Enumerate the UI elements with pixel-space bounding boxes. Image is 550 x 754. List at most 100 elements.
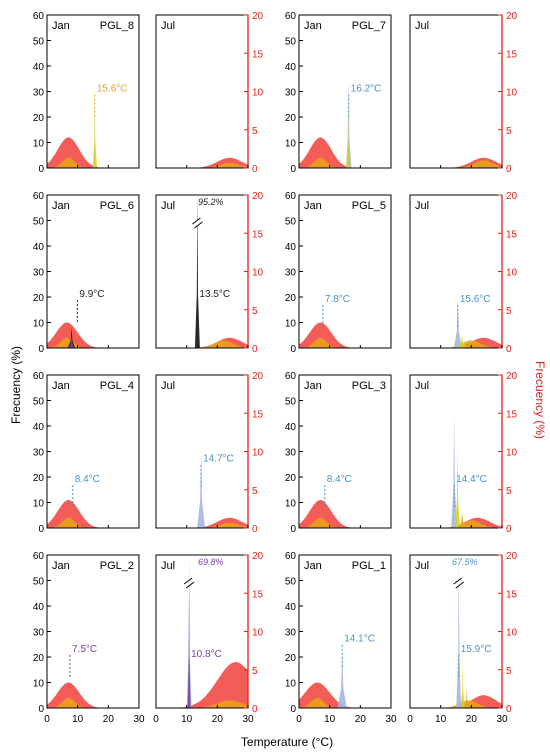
panel-pgl_7: 0 10 20 30 40 50 60 Jan PGL_7 16.2°C [285, 11, 392, 175]
y-tick-label: 40 [285, 242, 297, 253]
y-tick-label: 10 [285, 679, 297, 690]
y-tick-label: 20 [33, 473, 45, 484]
y2-tick-label: 20 [506, 191, 518, 202]
panel-frame [155, 14, 249, 169]
panel-frame [46, 374, 140, 529]
y-tick-label: 60 [285, 191, 297, 202]
y-tick-label: 50 [285, 217, 297, 228]
month-label: Jul [415, 20, 429, 32]
temperature-label: 10.8°C [191, 649, 222, 660]
y-tick-label: 20 [33, 113, 45, 124]
y-tick-label: 40 [33, 62, 45, 73]
break-value-label: 69.8% [198, 557, 224, 567]
temperature-label: 7.5°C [72, 644, 97, 655]
peak-2 [457, 512, 467, 528]
y2-tick-label: 5 [252, 306, 258, 317]
sat-temperature-area [410, 520, 502, 528]
y-tick-label: 30 [33, 88, 45, 99]
month-label: Jul [161, 200, 175, 212]
y-tick-label: 40 [285, 602, 297, 613]
panel-jul-13: 0 5 10 15 20 0 10 20 30 Jul 69.8% 10.8°C [153, 551, 263, 725]
x-tick-label: 0 [153, 714, 159, 725]
panel-frame [155, 194, 249, 349]
x-tick-label: 10 [72, 714, 84, 725]
temperature-label: 8.4°C [75, 474, 100, 485]
y2-tick-label: 0 [506, 164, 512, 175]
x-axis-title: Temperature (°C) [241, 735, 333, 749]
y-tick-label: 50 [33, 577, 45, 588]
peak-0 [345, 81, 352, 168]
x-tick-label: 30 [133, 714, 145, 725]
temperature-label: 15.6°C [97, 84, 128, 95]
y2-tick-label: 5 [506, 306, 512, 317]
panel-pgl_1: 0 10 20 30 40 50 60 0 10 20 30 Jan PGL_1 14.1°C [285, 551, 397, 725]
y-tick-label: 10 [33, 679, 45, 690]
sat-temperature-area [299, 517, 391, 528]
y-tick-label: 0 [290, 164, 296, 175]
y-tick-label: 40 [33, 242, 45, 253]
x-tick-label: 20 [103, 714, 115, 725]
y2-tick-label: 5 [252, 486, 258, 497]
peak-1 [455, 448, 460, 528]
y-tick-label: 20 [285, 473, 297, 484]
y2-tick-label: 0 [506, 344, 512, 355]
y2-tick-label: 15 [506, 49, 518, 60]
y-tick-label: 30 [285, 88, 297, 99]
y2-tick-label: 20 [252, 11, 264, 22]
panel-frame [409, 14, 503, 169]
panel-frame [46, 194, 140, 349]
panel-pgl_8: 0 10 20 30 40 50 60 Jan PGL_8 15.6°C [33, 11, 140, 175]
x-tick-label: 30 [496, 714, 508, 725]
peak-1 [346, 104, 350, 168]
y-tick-label: 60 [285, 551, 297, 562]
sat-temperature-area [299, 697, 391, 708]
y-tick-label: 10 [285, 139, 297, 150]
peak-1 [457, 335, 467, 348]
month-label: Jan [52, 20, 70, 32]
y-tick-label: 50 [33, 37, 45, 48]
panel-jul-11: 0 5 10 15 20 Jul 14.4°C [409, 371, 518, 535]
y2-tick-label: 5 [252, 126, 258, 137]
panel-pgl_2: 0 10 20 30 40 50 60 0 10 20 30 Jan PGL_2 7.5°C [33, 551, 145, 725]
panel-jul-15: 0 5 10 15 20 0 10 20 30 Jul 67.5% 15.9°C [407, 551, 517, 725]
month-label: Jan [304, 20, 322, 32]
y2-tick-label: 15 [252, 589, 264, 600]
temperature-label: 8.4°C [327, 474, 352, 485]
y-tick-label: 40 [33, 602, 45, 613]
panel-frame [409, 194, 503, 349]
site-label: PGL_1 [352, 560, 386, 572]
panel-frame [298, 194, 392, 349]
y2-tick-label: 10 [252, 628, 264, 639]
temperature-label: 9.9°C [79, 289, 104, 300]
sat-temperature-area [410, 340, 502, 348]
panel-pgl_3: 0 10 20 30 40 50 60 Jan PGL_3 8.4°C [285, 371, 392, 535]
y-tick-label: 20 [33, 653, 45, 664]
temperature-label: 15.6°C [460, 294, 491, 305]
panel-frame [298, 374, 392, 529]
y-tick-label: 50 [285, 397, 297, 408]
y2-tick-label: 20 [252, 551, 264, 562]
y2-tick-label: 15 [506, 589, 518, 600]
y-tick-label: 60 [285, 371, 297, 382]
y-tick-label: 40 [285, 422, 297, 433]
y2-tick-label: 20 [252, 371, 264, 382]
sat-temperature-area [156, 340, 248, 348]
peak-0 [456, 555, 462, 708]
break-value-label: 67.5% [452, 557, 478, 567]
y2-tick-label: 20 [252, 191, 264, 202]
y2-tick-label: 5 [252, 666, 258, 677]
month-label: Jan [304, 200, 322, 212]
temperature-label: 7.8°C [325, 294, 350, 305]
y2-tick-label: 10 [252, 448, 264, 459]
y-tick-label: 0 [290, 524, 296, 535]
sat-temperature-area [47, 517, 139, 528]
y-tick-label: 30 [33, 448, 45, 459]
y-tick-label: 0 [38, 164, 44, 175]
peak-0 [451, 415, 458, 528]
y2-tick-label: 0 [252, 344, 258, 355]
y-axis-title-left: Frecuency (%) [9, 346, 23, 424]
peak-2 [464, 687, 470, 708]
y-tick-label: 50 [285, 577, 297, 588]
y-axis-title-right: Frecuency (%) [533, 361, 547, 439]
y2-tick-label: 20 [506, 371, 518, 382]
